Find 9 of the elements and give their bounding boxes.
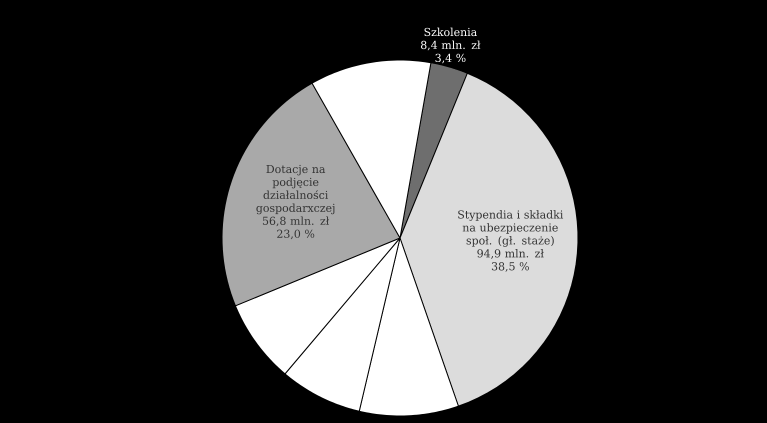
text: 94,9 mln. zł (477, 249, 544, 259)
data-label: 3,4 % (435, 54, 466, 64)
slice-label: Stypendia i składki na ubezpieczenie społ. (gł. staże) (458, 210, 564, 247)
text: 8,4 mln. zł (420, 40, 480, 50)
slice-label: Dotacje na podjęcie działalności gospodarxczej (256, 164, 334, 214)
text: 56,8 mln. zł (262, 216, 330, 226)
data-label: 38,5 % (492, 262, 529, 272)
slice-label: Szkolenia (424, 28, 477, 36)
data-label: 23,0 % (277, 230, 314, 240)
